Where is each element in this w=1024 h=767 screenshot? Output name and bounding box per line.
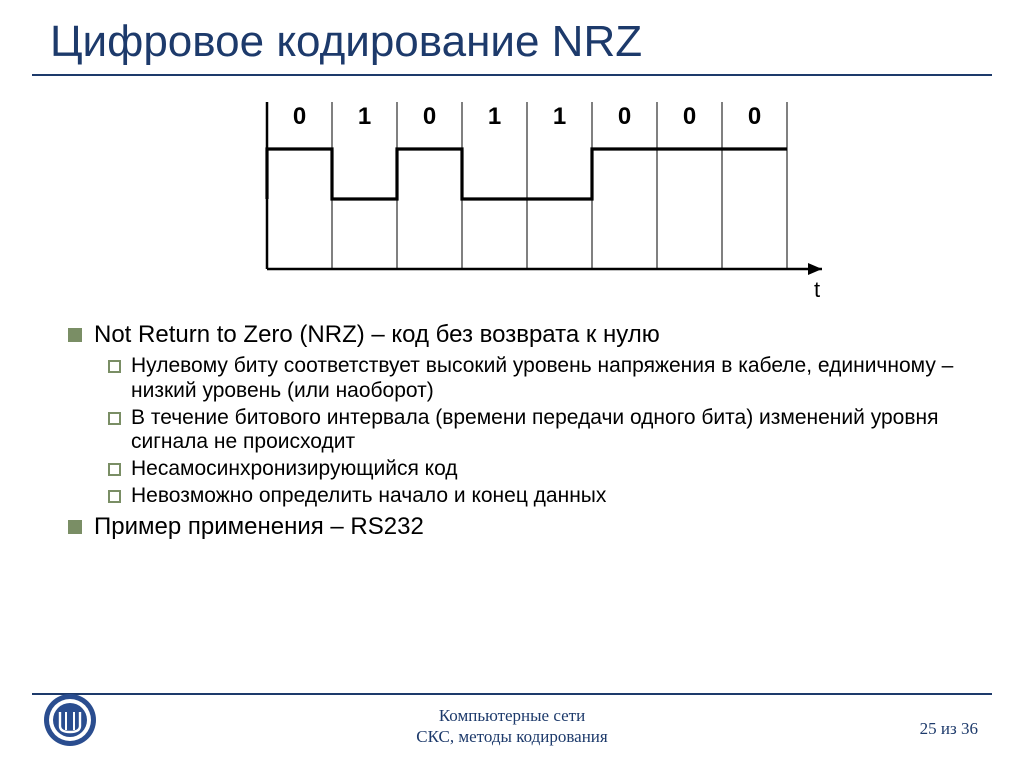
footer-center: Компьютерные сети СКС, методы кодировани…: [32, 705, 992, 748]
bullet-list: Not Return to Zero (NRZ) – код без возвр…: [32, 321, 992, 541]
square-outline-icon: [108, 360, 121, 373]
footer-line1: Компьютерные сети: [32, 705, 992, 726]
slide: Цифровое кодирование NRZ t 0 1 0 1 1 0 0 0 Not R…: [0, 0, 1024, 767]
square-filled-icon: [68, 520, 82, 534]
bullet-text: Not Return to Zero (NRZ) – код без возвр…: [94, 321, 660, 350]
svg-text:0: 0: [618, 103, 631, 130]
svg-text:1: 1: [358, 103, 371, 130]
bullet-level2: Несамосинхронизирующийся код: [108, 457, 972, 482]
bullet-text: Нулевому биту соответствует высокий уров…: [131, 354, 972, 404]
footer-line2: СКС, методы кодирования: [32, 726, 992, 747]
nrz-chart: t 0 1 0 1 1 0 0 0: [192, 94, 832, 309]
timing-diagram-svg: t 0 1 0 1 1 0 0 0: [192, 94, 832, 309]
bullet-level2: Нулевому биту соответствует высокий уров…: [108, 354, 972, 404]
square-outline-icon: [108, 412, 121, 425]
footer: Компьютерные сети СКС, методы кодировани…: [32, 701, 992, 753]
slide-title: Цифровое кодирование NRZ: [32, 18, 992, 66]
square-outline-icon: [108, 490, 121, 503]
page-number: 25 из 36: [920, 719, 978, 739]
bullet-level1: Not Return to Zero (NRZ) – код без возвр…: [68, 321, 972, 350]
title-block: Цифровое кодирование NRZ: [32, 18, 992, 76]
square-outline-icon: [108, 463, 121, 476]
svg-text:0: 0: [683, 103, 696, 130]
bullet-text: Пример применения – RS232: [94, 513, 424, 542]
bullet-text: В течение битового интервала (времени пе…: [131, 406, 972, 456]
bullet-level2: Невозможно определить начало и конец дан…: [108, 484, 972, 509]
svg-text:0: 0: [423, 103, 436, 130]
bullet-text: Несамосинхронизирующийся код: [131, 457, 458, 482]
svg-text:1: 1: [553, 103, 566, 130]
bullet-level2: В течение битового интервала (времени пе…: [108, 406, 972, 456]
bullet-text: Невозможно определить начало и конец дан…: [131, 484, 606, 509]
svg-text:t: t: [814, 277, 820, 302]
svg-text:0: 0: [293, 103, 306, 130]
svg-text:0: 0: [748, 103, 761, 130]
square-filled-icon: [68, 328, 82, 342]
footer-rule: [32, 693, 992, 695]
svg-text:1: 1: [488, 103, 501, 130]
bullet-level1: Пример применения – RS232: [68, 513, 972, 542]
